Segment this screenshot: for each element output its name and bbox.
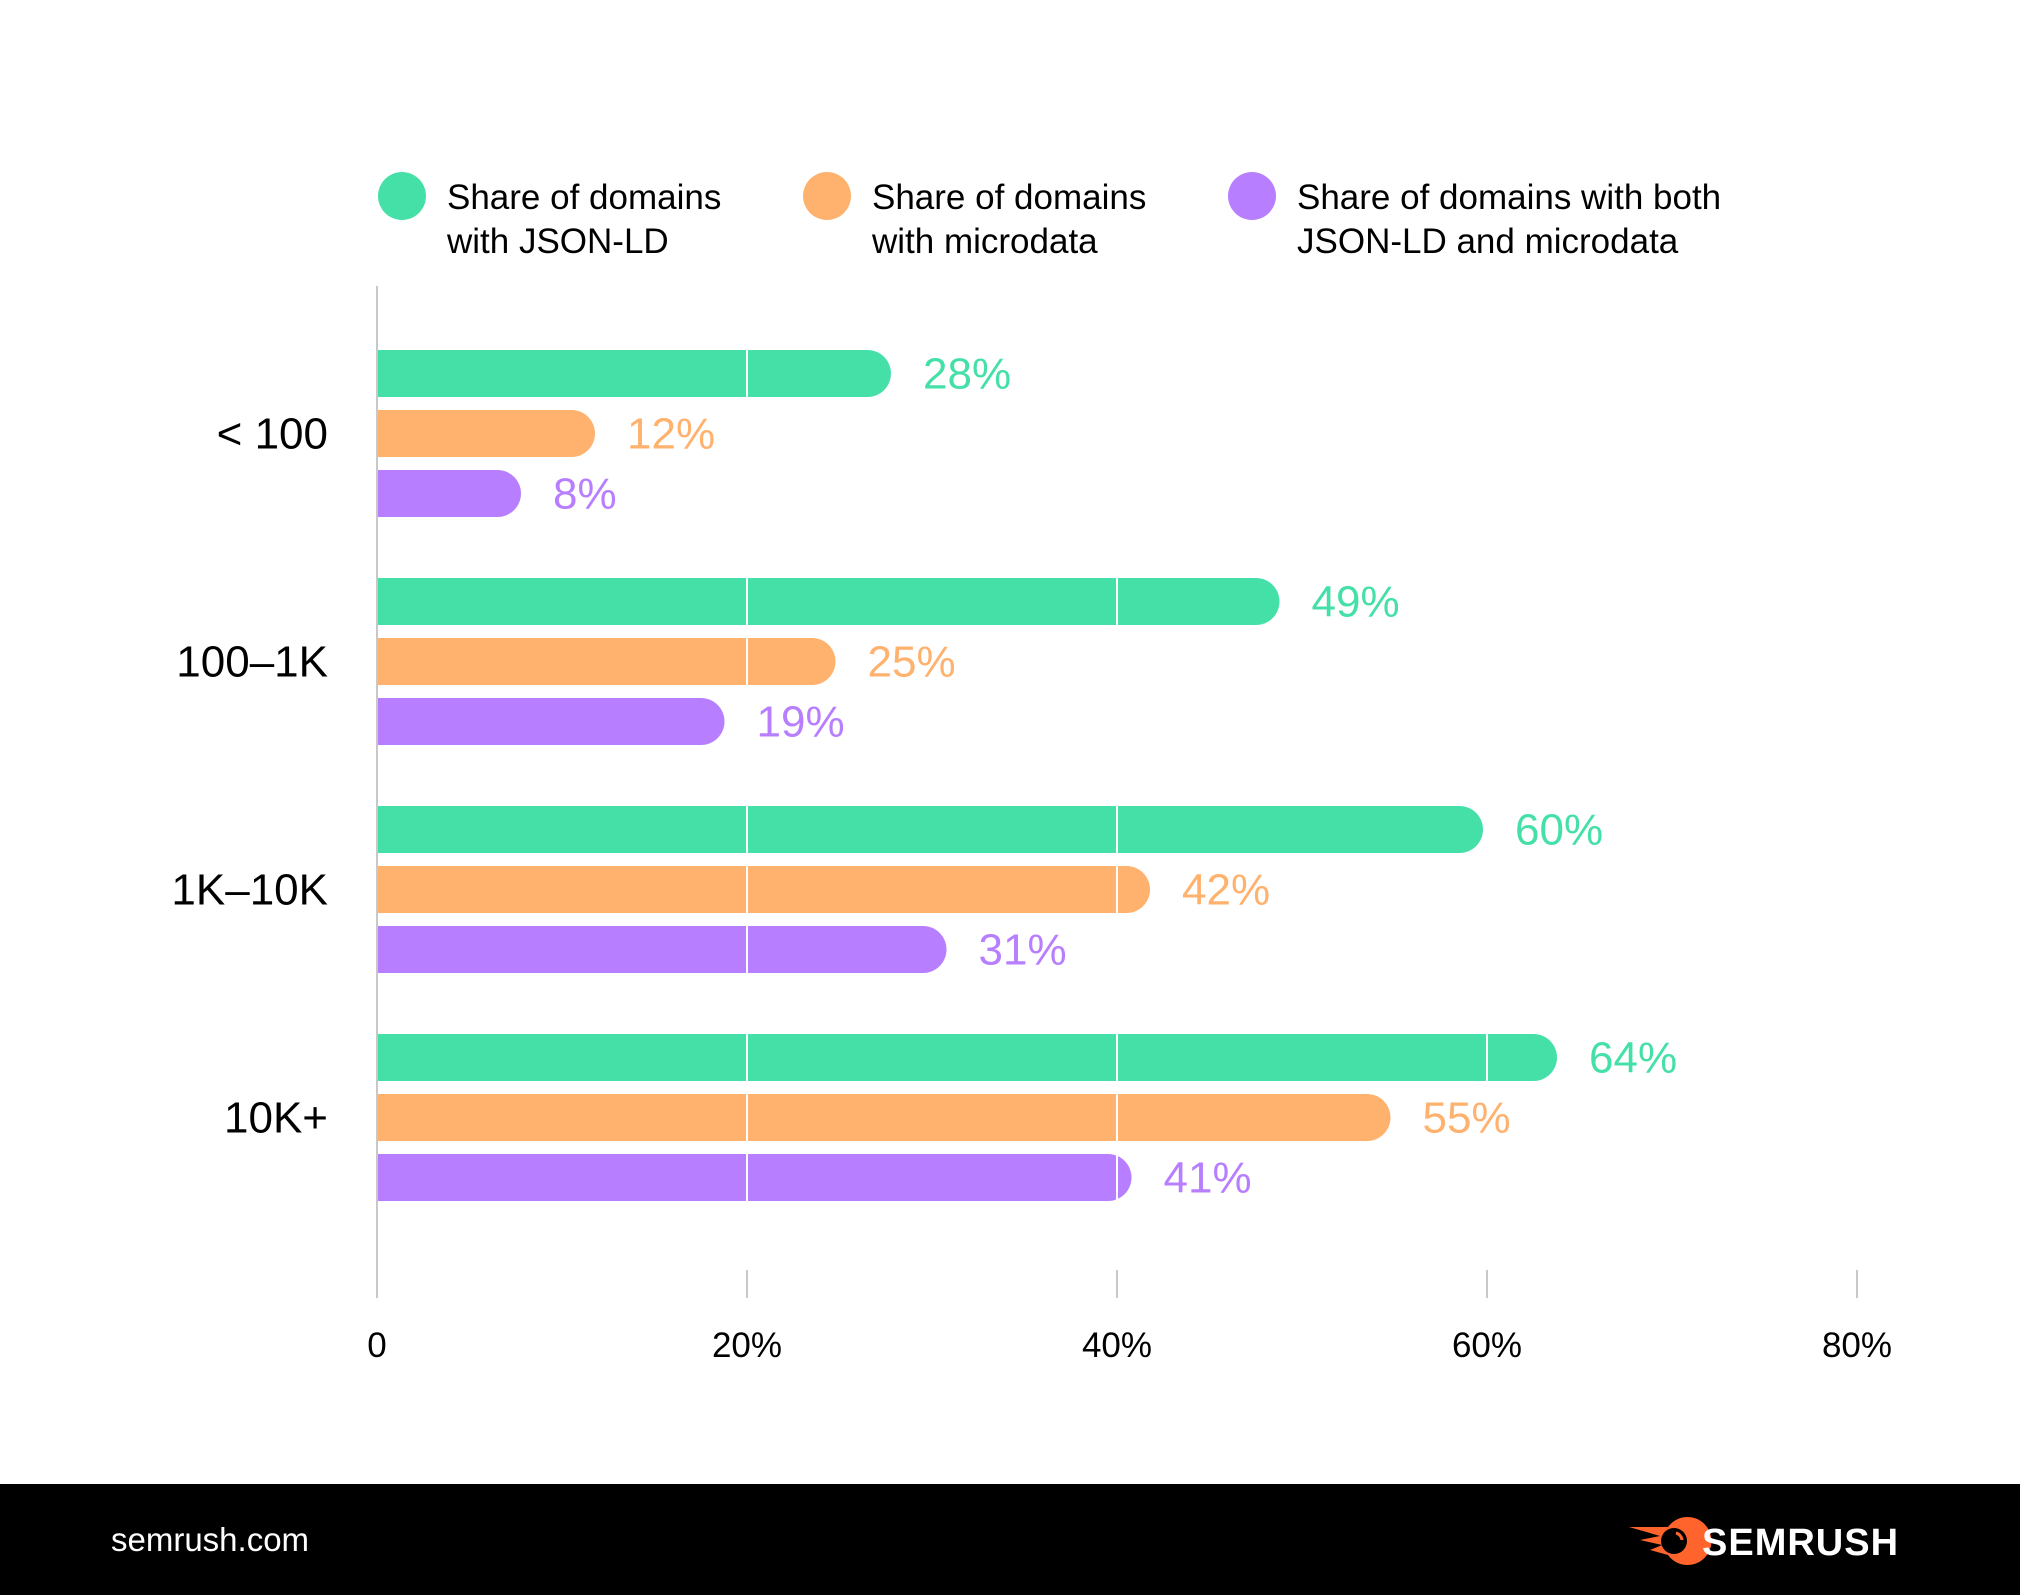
bars — [377, 350, 1557, 1201]
data-label: 41% — [1164, 1154, 1252, 1203]
bar — [377, 926, 947, 973]
bar — [377, 638, 836, 685]
bar — [377, 806, 1483, 853]
data-label: 19% — [757, 698, 845, 747]
footer-site[interactable]: semrush.com — [111, 1521, 309, 1558]
legend-label: Share of domains with both — [1297, 178, 1721, 217]
data-label: 28% — [923, 350, 1011, 399]
tick-label: 20% — [712, 1326, 782, 1365]
data-label: 49% — [1312, 578, 1400, 627]
data-label: 64% — [1589, 1034, 1677, 1083]
legend-label: with JSON-LD — [446, 222, 669, 261]
semrush-wordmark: SEMRUSH — [1702, 1522, 1899, 1564]
category-label: 10K+ — [224, 1094, 328, 1143]
category-labels: < 100 100–1K 1K–10K 10K+ — [171, 410, 328, 1143]
bar — [377, 1094, 1391, 1141]
bar — [377, 578, 1280, 625]
semrush-logo: SEMRUSH — [1629, 1517, 1899, 1565]
bar — [377, 698, 725, 745]
semrush-fireball-icon — [1629, 1517, 1712, 1565]
data-labels: 28% 12%8% 49% 25% 19% 60% 42% 31% 64% 55% 41% — [553, 350, 1677, 1203]
data-label: 12% — [627, 410, 715, 459]
category-label: < 100 — [217, 410, 328, 459]
legend-item: Share of domains with JSON-LD — [378, 172, 721, 261]
bar — [377, 470, 521, 517]
legend-swatch — [803, 172, 851, 220]
data-label: 60% — [1515, 806, 1603, 855]
category-label: 100–1K — [176, 638, 328, 687]
gridlines — [746, 300, 1858, 1210]
bar — [377, 1154, 1132, 1201]
legend-label: Share of domains — [447, 178, 721, 217]
tick-label: 80% — [1822, 1326, 1892, 1365]
bar — [377, 350, 891, 397]
data-label: 8% — [553, 470, 617, 519]
bar — [377, 410, 595, 457]
data-label: 31% — [979, 926, 1067, 975]
legend-label: with microdata — [871, 222, 1098, 261]
legend-swatch — [378, 172, 426, 220]
data-label: 42% — [1182, 866, 1270, 915]
category-label: 1K–10K — [171, 866, 328, 915]
x-axis: 0 20% 40% 60% 80% — [367, 286, 1892, 1365]
legend-swatch — [1228, 172, 1276, 220]
legend-label: Share of domains — [872, 178, 1146, 217]
legend-label: JSON-LD and microdata — [1297, 222, 1679, 261]
tick-label: 40% — [1082, 1326, 1152, 1365]
legend-item: Share of domains with both JSON-LD and mi… — [1228, 172, 1721, 261]
tick-label: 0 — [367, 1326, 386, 1365]
tick-label: 60% — [1452, 1326, 1522, 1365]
data-label: 55% — [1423, 1094, 1511, 1143]
footer: semrush.com SEMRUSH — [0, 1484, 2020, 1595]
bar — [377, 1034, 1557, 1081]
bar — [377, 866, 1150, 913]
legend-item: Share of domains with microdata — [803, 172, 1146, 261]
data-label: 25% — [868, 638, 956, 687]
